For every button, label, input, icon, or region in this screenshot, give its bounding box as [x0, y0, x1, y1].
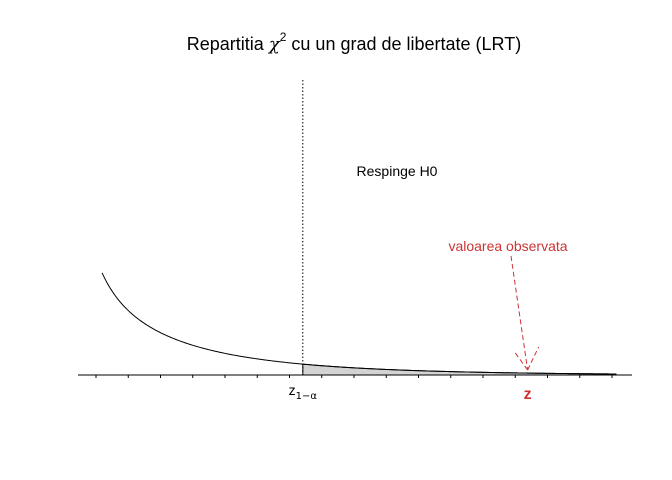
observed-value-arrow: [510, 255, 540, 371]
chart-title-superscript: 2: [280, 30, 287, 44]
rejection-region-label: Respinge H0: [357, 163, 438, 179]
chart-title-prefix: Repartitia: [187, 34, 269, 54]
arrow-segment: [514, 351, 529, 371]
chi-symbol: χ: [267, 34, 281, 55]
arrow-segment: [527, 346, 540, 371]
observed-value-label: valoarea observata: [448, 238, 567, 254]
x-axis-ticks: [95, 375, 613, 378]
chart-title-suffix: cu un grad de libertate (LRT): [286, 34, 521, 54]
critical-value-label-subscript: 1−α: [296, 391, 318, 402]
density-curve: [101, 272, 616, 375]
arrow-segment: [510, 255, 529, 371]
observed-value-tick-label: z: [524, 386, 532, 403]
critical-value-tick-label: z1−α: [289, 382, 318, 402]
chart-title: Repartitia χ2 cu un grad de libertate (L…: [187, 30, 521, 55]
critical-value-label-base: z: [289, 382, 296, 398]
